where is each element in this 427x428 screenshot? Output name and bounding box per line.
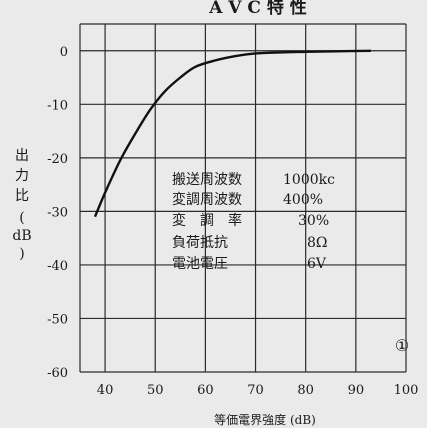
condition-row: 電池電圧 6V (172, 256, 327, 272)
y-tick-label: -10 (47, 98, 68, 113)
condition-label: 搬送周波数 (172, 172, 242, 188)
y-tick-label: -20 (47, 152, 68, 167)
condition-label: 負荷抵抗 (172, 235, 228, 251)
x-tick-label: 40 (97, 383, 114, 398)
chart-title: A V C 特 性 (208, 0, 307, 18)
y-axis-label-5: dB (12, 228, 31, 244)
condition-label: 電池電圧 (172, 256, 228, 272)
y-tick-label: -50 (47, 312, 68, 327)
x-tick-label: 60 (197, 383, 214, 398)
x-tick-label: 80 (297, 383, 314, 398)
condition-label: 変調周波数 (172, 191, 242, 208)
series-line (93, 49, 371, 218)
condition-value: 400% (283, 192, 323, 208)
conditions-box: 搬送周波数 1000kc 変調周波数 400% 変 調 率 30% 負荷抵抗 8… (172, 172, 335, 272)
x-axis-label: 等価電界強度 (dB) (214, 412, 316, 427)
figure-mark: ① (395, 336, 409, 355)
y-axis-label-3: 比 (15, 188, 29, 204)
y-axis-label-6: ) (19, 246, 24, 262)
y-axis-label-1: 出 (15, 148, 29, 164)
condition-value: 8Ω (307, 235, 328, 251)
condition-row: 負荷抵抗 8Ω (172, 235, 328, 251)
condition-value: 30% (298, 213, 329, 229)
y-tick-label: -60 (47, 366, 68, 381)
y-tick-label: 0 (60, 45, 68, 60)
y-axis-label-2: 力 (15, 168, 29, 184)
x-tick-label: 50 (147, 383, 164, 398)
condition-value: 1000kc (283, 172, 335, 188)
condition-row: 変 調 率 30% (172, 212, 329, 229)
y-axis-label: 出 力 比 ( dB ) (12, 148, 31, 262)
tick-labels: 40 50 60 70 80 90 100 0 -10 -20 -30 -40 -50 -60 (47, 45, 418, 398)
y-axis-label-4: ( (19, 210, 24, 226)
x-tick-label: 70 (247, 383, 264, 398)
y-tick-label: -30 (47, 205, 68, 220)
y-tick-label: -40 (47, 259, 68, 274)
condition-label: 変 調 率 (172, 212, 242, 229)
condition-row: 変調周波数 400% (172, 191, 323, 208)
grid (79, 23, 407, 373)
x-tick-label: 100 (394, 383, 419, 398)
condition-value: 6V (307, 256, 327, 272)
x-tick-label: 90 (348, 383, 365, 398)
condition-row: 搬送周波数 1000kc (172, 172, 335, 188)
